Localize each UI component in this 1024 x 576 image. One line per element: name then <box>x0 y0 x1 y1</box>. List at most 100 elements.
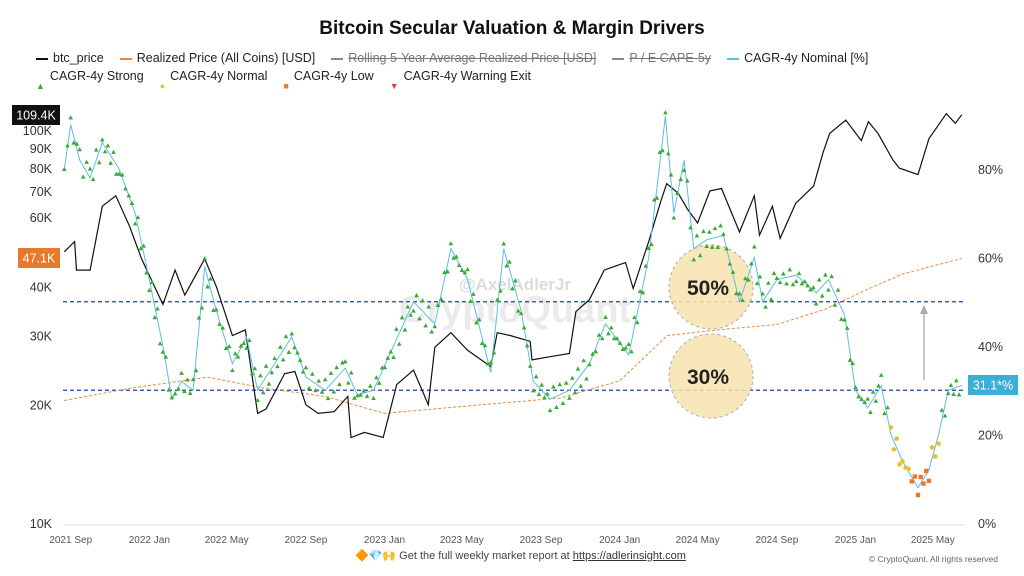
cagr-strong-marker <box>740 297 745 303</box>
cagr-strong-marker <box>119 172 125 177</box>
cagr-nominal-line <box>63 115 962 489</box>
cagr-strong-marker <box>733 291 739 296</box>
cagr-strong-marker <box>724 246 729 251</box>
report-link[interactable]: https://adlerinsight.com <box>572 550 686 562</box>
arrow-head <box>920 305 928 314</box>
x-tick: 2023 Sep <box>520 535 563 546</box>
cagr-strong-marker <box>84 159 89 164</box>
threshold-label: 30% <box>687 366 729 389</box>
cagr-strong-marker <box>608 325 614 330</box>
cagr-strong-marker <box>715 244 721 249</box>
cagr-strong-marker <box>768 296 774 302</box>
cagr-strong-marker <box>87 166 93 171</box>
cagr-strong-marker <box>169 395 175 400</box>
realized-badge: 47.1K <box>23 252 56 266</box>
cagr-strong-marker <box>727 261 733 266</box>
y-left-tick: 60K <box>30 211 53 225</box>
cagr-low-marker <box>918 474 923 480</box>
cagr-strong-marker <box>334 365 339 370</box>
cagr-strong-marker <box>542 395 547 400</box>
cagr-strong-marker <box>787 267 793 272</box>
cagr-strong-marker <box>626 341 631 346</box>
footer-text: Get the full weekly market report at <box>399 550 573 562</box>
cagr-normal-marker <box>894 436 900 441</box>
cagr-strong-marker <box>856 394 861 399</box>
cagr-strong-marker <box>563 380 569 385</box>
cagr-strong-marker <box>614 335 620 341</box>
cagr-strong-marker <box>129 200 135 206</box>
cagr-strong-marker <box>688 225 693 230</box>
cagr-low-marker <box>926 478 932 484</box>
legend-label: CAGR-4y Nominal [%] <box>744 51 869 65</box>
cagr-strong-marker <box>313 387 318 393</box>
cagr-strong-marker <box>754 280 760 286</box>
legend-swatch <box>36 57 48 60</box>
cagr-strong-marker <box>560 400 566 406</box>
cagr-strong-marker <box>730 269 736 274</box>
cagr-strong-marker <box>593 349 599 354</box>
cagr-strong-marker <box>232 351 238 356</box>
legend-item[interactable]: Rolling 5-Year Average Realized Price [U… <box>331 49 596 67</box>
cagr-strong-marker <box>743 275 748 281</box>
cagr-strong-marker <box>835 287 841 292</box>
cagr-strong-marker <box>300 369 306 374</box>
footer-note: 🔶💎🙌 Get the full weekly market report at… <box>355 549 686 562</box>
cagr-strong-marker <box>249 371 255 376</box>
cagr-strong-marker <box>826 287 831 292</box>
cagr-strong-marker <box>166 387 172 392</box>
legend-item[interactable]: Realized Price (All Coins) [USD] <box>119 49 315 67</box>
cagr-strong-marker <box>402 327 408 332</box>
cagr-strong-marker <box>102 149 108 154</box>
cagr-strong-marker <box>157 341 163 346</box>
cagr-strong-marker <box>342 359 348 364</box>
cagr-strong-marker <box>547 407 553 413</box>
cagr-strong-marker <box>244 345 249 350</box>
cagr-strong-marker <box>147 287 152 293</box>
cagr-normal-marker <box>900 458 905 464</box>
legend-item[interactable]: P / E CAPE-5y <box>612 49 711 67</box>
legend-swatch <box>612 57 625 60</box>
cagr-strong-marker <box>811 285 816 290</box>
cagr-strong-marker <box>388 349 393 354</box>
cagr-strong-marker <box>873 398 879 403</box>
cagr-strong-marker <box>660 148 665 153</box>
legend-swatch <box>727 57 740 60</box>
cagr-strong-marker <box>620 346 626 352</box>
legend-item[interactable]: btc_price <box>36 49 104 67</box>
cagr-strong-marker <box>603 314 608 319</box>
cagr-strong-marker <box>420 298 425 303</box>
cagr-strong-marker <box>310 371 315 376</box>
cagr-strong-marker <box>337 381 342 387</box>
cagr-strong-marker <box>752 244 757 249</box>
cagr-strong-marker <box>657 149 663 155</box>
cagr-strong-marker <box>226 343 232 349</box>
legend-item[interactable]: CAGR-4y Nominal [%] <box>727 49 868 67</box>
cagr-strong-marker <box>844 325 850 330</box>
cagr-strong-marker <box>190 376 196 382</box>
cagr-strong-marker <box>196 315 202 320</box>
cagr-strong-marker <box>417 316 422 321</box>
cagr-strong-marker <box>749 261 754 266</box>
cagr-strong-marker <box>93 147 99 152</box>
cagr-strong-marker <box>678 176 683 182</box>
cagr-strong-marker <box>569 375 575 380</box>
cagr-strong-marker <box>260 390 266 395</box>
cagr-strong-marker <box>665 151 671 156</box>
cagr-strong-marker <box>61 166 67 171</box>
threshold-bubble <box>668 333 754 419</box>
cagr-strong-marker <box>691 257 697 262</box>
cagr-strong-marker <box>65 143 70 148</box>
cagr-strong-marker <box>649 241 654 247</box>
cagr-strong-marker <box>838 316 844 321</box>
cagr-strong-marker <box>438 296 444 302</box>
x-tick: 2025 Jan <box>835 535 876 546</box>
cagr-strong-marker <box>859 396 864 402</box>
cagr-strong-marker <box>68 115 74 120</box>
cagr-strong-marker <box>885 405 890 410</box>
cagr-strong-marker <box>454 254 459 259</box>
cagr-normal-marker <box>897 462 902 467</box>
cagr-strong-marker <box>799 281 805 286</box>
cagr-strong-marker <box>306 385 312 390</box>
cagr-strong-marker <box>816 277 822 282</box>
cagr-strong-marker <box>468 298 473 303</box>
